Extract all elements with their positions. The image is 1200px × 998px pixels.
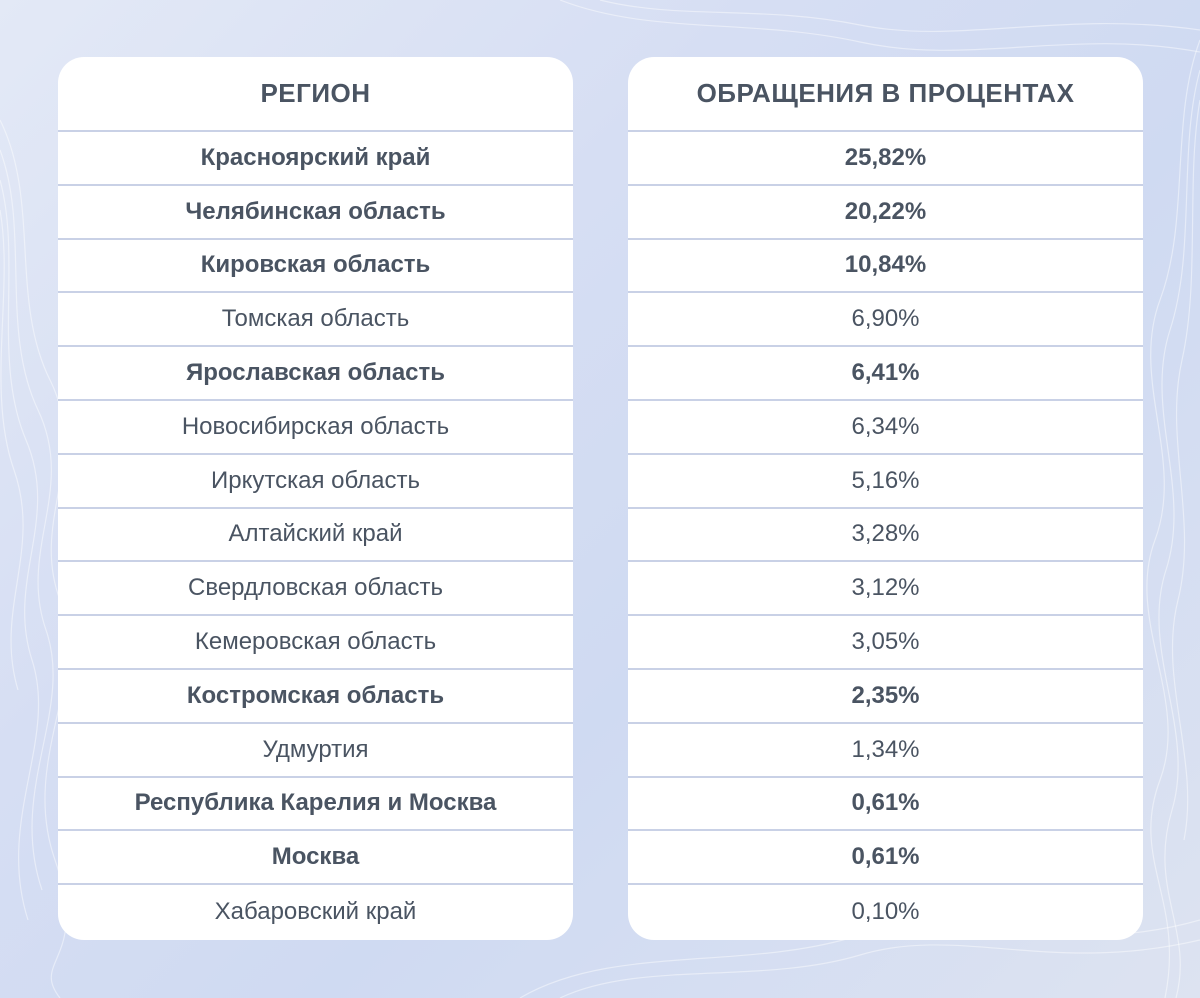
percent-cell: 3,05% [628,616,1143,670]
region-cell: Хабаровский край [214,898,417,926]
percent-column-card: ОБРАЩЕНИЯ В ПРОЦЕНТАХ 25,82% 20,22% 10,84%… [628,57,1143,940]
percent-cell: 25,82% [628,132,1143,186]
region-cell: Новосибирская область [58,401,573,455]
percent-cell: 3,12% [628,562,1143,617]
percent-cell: 1,34% [628,724,1143,778]
region-rows: Красноярский край Челябинская область Киро… [58,132,573,939]
region-cell: Челябинская область [58,186,573,240]
percent-cell: 6,34% [628,401,1143,455]
region-column-header: РЕГИОН [58,57,573,132]
percent-cell: 2,35% [628,670,1143,724]
region-cell: Свердловская область [58,562,573,617]
percent-cell: 10,84% [628,240,1143,294]
percent-rows: 25,82% 20,22% 10,84% 6,90% 6,41% 6,34% 5,16% 3,… [628,132,1143,939]
region-cell: Томская область [58,293,573,348]
region-cell: Кировская область [58,240,573,294]
region-column-card: РЕГИОН Красноярский край Челябинская обла… [58,57,573,940]
percent-column-header: ОБРАЩЕНИЯ В ПРОЦЕНТАХ [628,57,1143,132]
region-cell: Республика Карелия и Москва [58,778,573,832]
region-cell: Москва [58,831,573,886]
percent-cell: 3,28% [628,509,1143,563]
percent-cell: 0,61% [628,831,1143,886]
percent-cell: 20,22% [628,186,1143,240]
region-cell: Костромская область [58,670,573,724]
percent-cell: 0,61% [628,778,1143,832]
region-cell: Ярославская область [58,347,573,401]
region-cell: Красноярский край [58,132,573,186]
region-cell: Кемеровская область [58,616,573,670]
region-cell: Алтайский край [58,509,573,563]
region-cell: Удмуртия [58,724,573,778]
percent-cell: 6,90% [628,293,1143,348]
percent-cell: 0,10% [851,898,920,926]
percent-cell: 6,41% [628,347,1143,401]
percent-cell: 5,16% [628,455,1143,509]
region-cell: Иркутская область [58,455,573,509]
